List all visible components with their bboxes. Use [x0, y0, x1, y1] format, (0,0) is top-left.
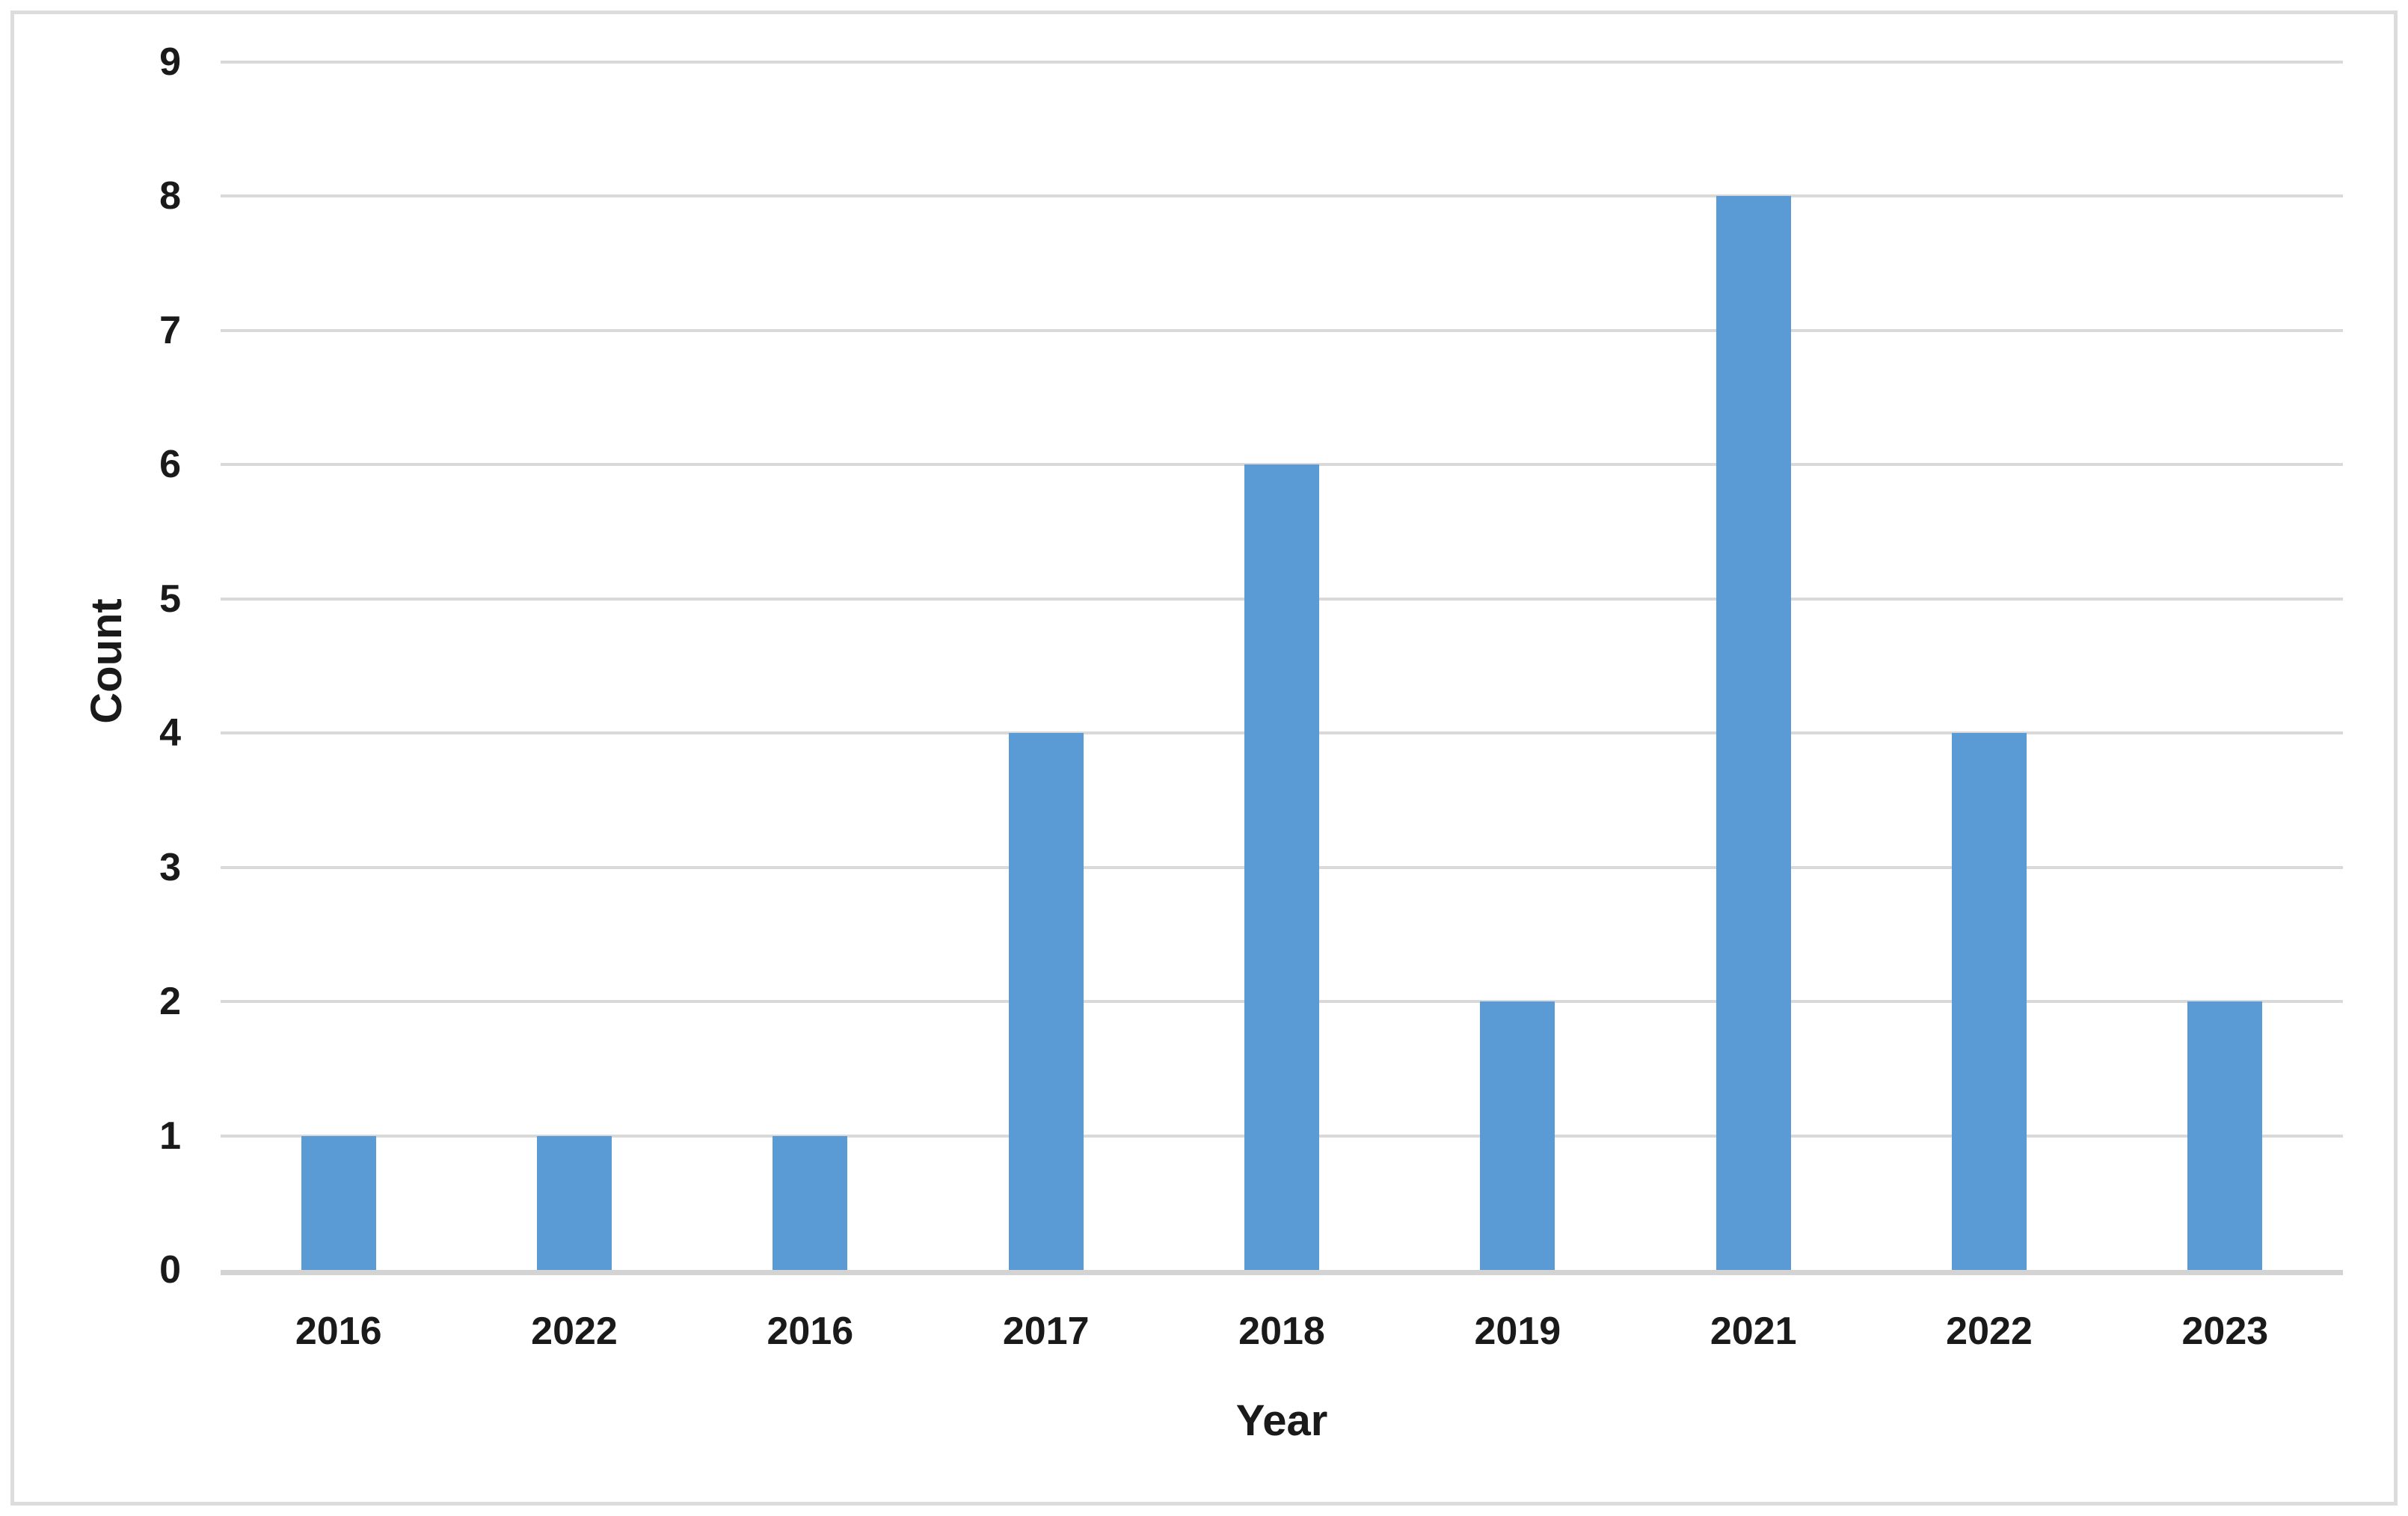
y-tick-label-4: 4: [159, 711, 181, 755]
y-tick-label-9: 9: [159, 40, 181, 84]
bar-2016-0: [301, 1135, 376, 1270]
bar-2017-3: [1008, 733, 1084, 1270]
y-tick-label-2: 2: [159, 980, 181, 1024]
gridline-y-6: [221, 463, 2343, 467]
bar-2021-6: [1716, 196, 1791, 1270]
y-tick-label-5: 5: [159, 577, 181, 621]
y-tick-label-7: 7: [159, 308, 181, 352]
bar-2023-8: [2187, 1001, 2263, 1270]
x-tick-label-8: 2023: [2181, 1310, 2269, 1353]
bar-2022-7: [1952, 733, 2027, 1270]
x-tick-label-1: 2022: [531, 1310, 618, 1353]
x-tick-label-0: 2016: [295, 1310, 382, 1353]
x-axis-title: Year: [1235, 1396, 1328, 1445]
gridline-y-7: [221, 328, 2343, 332]
y-tick-label-3: 3: [159, 845, 181, 889]
x-tick-label-6: 2021: [1710, 1310, 1797, 1353]
y-axis-title: Count: [82, 598, 131, 724]
x-axis-line: [221, 1270, 2343, 1275]
x-tick-label-4: 2018: [1238, 1310, 1325, 1353]
x-tick-label-7: 2022: [1946, 1310, 2033, 1353]
gridline-y-8: [221, 194, 2343, 198]
x-tick-label-2: 2016: [767, 1310, 854, 1353]
y-tick-label-1: 1: [159, 1114, 181, 1158]
x-tick-label-5: 2019: [1474, 1310, 1561, 1353]
bar-2016-2: [773, 1135, 848, 1270]
y-tick-label-8: 8: [159, 174, 181, 218]
y-tick-label-0: 0: [159, 1248, 181, 1292]
bar-2019-5: [1480, 1001, 1555, 1270]
bar-2022-1: [537, 1135, 612, 1270]
plot-area: [221, 61, 2343, 1270]
bar-2018-4: [1244, 464, 1319, 1270]
y-tick-label-6: 6: [159, 443, 181, 487]
gridline-y-9: [221, 61, 2343, 64]
x-tick-label-3: 2017: [1002, 1310, 1090, 1353]
